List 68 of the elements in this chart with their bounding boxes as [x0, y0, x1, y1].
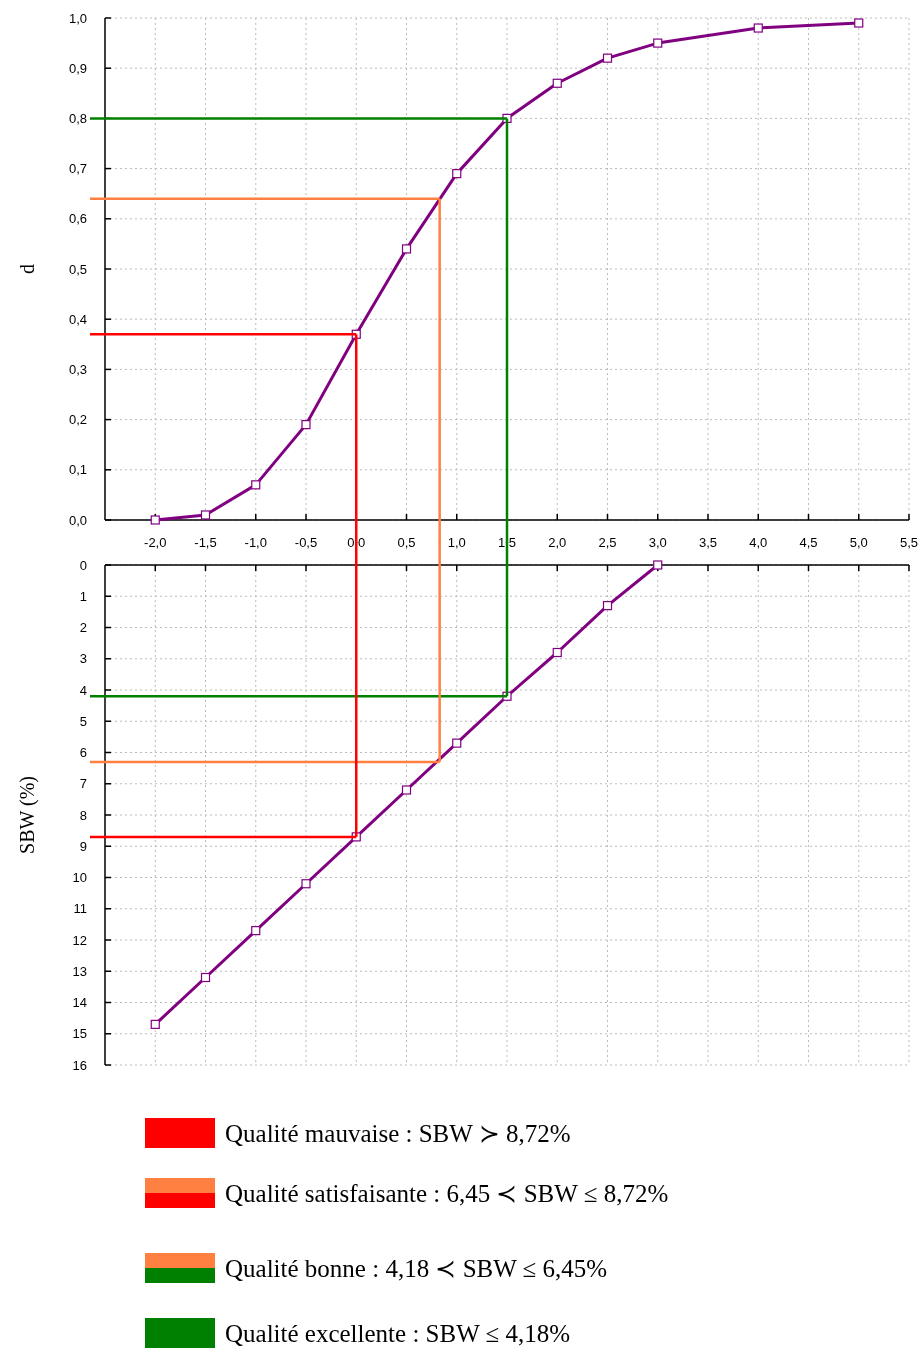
x-tick-label: -0,5: [294, 534, 318, 550]
y-tick-label: 4: [79, 682, 87, 698]
x-tick-label: 5,5: [899, 534, 919, 550]
point: [602, 601, 613, 611]
point: [602, 53, 613, 63]
y-tick-label: 1: [79, 588, 87, 604]
y-tick-label: 10: [72, 870, 87, 886]
y-tick-label: 0,7: [68, 161, 87, 177]
y-tick-label: 3: [79, 651, 87, 667]
y-axis-title: SBW (%): [16, 776, 39, 854]
point: [452, 169, 462, 179]
point: [251, 480, 261, 490]
y-tick-label: 0,0: [68, 512, 87, 528]
x-tick-label: -1,0: [244, 534, 267, 550]
y-tick-label: 11: [73, 901, 87, 917]
text: Qualité satisfaisante : 6,45 ≺ SBW ≤ 8,72%: [225, 1179, 669, 1207]
point: [452, 738, 462, 748]
point: [552, 78, 562, 88]
x-tick-label: -2,0: [144, 534, 167, 550]
x-tick-label: 0,5: [397, 534, 416, 550]
y-tick-label: 0,3: [68, 361, 87, 377]
y-tick-label: 5: [79, 713, 87, 729]
point: [150, 1019, 160, 1029]
y-tick-label: 15: [72, 1026, 87, 1042]
y-tick-label: 16: [72, 1057, 87, 1073]
y-tick-label: 14: [72, 995, 87, 1011]
y-tick-label: 0,6: [68, 211, 87, 227]
y-tick-label: 12: [72, 932, 87, 948]
y-tick-label: 0,9: [68, 60, 87, 76]
x-tick-label: 3,0: [648, 534, 667, 550]
point: [552, 647, 562, 658]
y-tick-label: 1,0: [68, 10, 87, 26]
x-tick-label: 2,5: [598, 534, 617, 550]
y-tick-label: 8: [79, 807, 87, 823]
x-tick-label: 1,0: [447, 534, 466, 550]
point: [301, 879, 311, 889]
x-tick-label: 2,0: [548, 534, 567, 550]
point: [251, 926, 261, 936]
point: [653, 38, 663, 48]
point: [401, 244, 412, 254]
y-tick-label: 0,1: [68, 462, 87, 478]
y-axis-title: d: [16, 264, 38, 274]
y-tick-label: 13: [72, 963, 87, 979]
point: [753, 23, 763, 33]
x-tick-label: 4,5: [799, 534, 818, 550]
x-tick-label: 4,0: [749, 534, 768, 550]
y-tick-label: 6: [79, 745, 87, 761]
point: [653, 560, 663, 570]
text: Qualité excellente : SBW ≤ 4,18%: [225, 1319, 571, 1347]
y-tick-label: 0,5: [68, 261, 87, 277]
x-tick-label: -1,5: [194, 534, 217, 550]
y-tick-label: 7: [79, 776, 87, 792]
y-tick-label: 2: [79, 620, 87, 636]
y-tick-label: 0: [79, 557, 87, 573]
point: [401, 785, 412, 795]
y-tick-label: 0,2: [68, 412, 87, 428]
x-tick-label: 3,5: [698, 534, 718, 550]
text: Qualité bonne : 4,18 ≺ SBW ≤ 6,45%: [225, 1254, 608, 1282]
point: [854, 18, 864, 28]
point: [200, 972, 211, 983]
text: Qualité mauvaise : SBW ≻ 8,72%: [225, 1119, 571, 1147]
point: [200, 510, 211, 520]
y-tick-label: 0,4: [68, 311, 87, 327]
y-tick-label: 9: [79, 838, 87, 854]
y-tick-label: 0,8: [68, 110, 87, 126]
point: [150, 515, 160, 525]
point: [301, 420, 311, 430]
x-tick-label: 5,0: [849, 534, 868, 550]
